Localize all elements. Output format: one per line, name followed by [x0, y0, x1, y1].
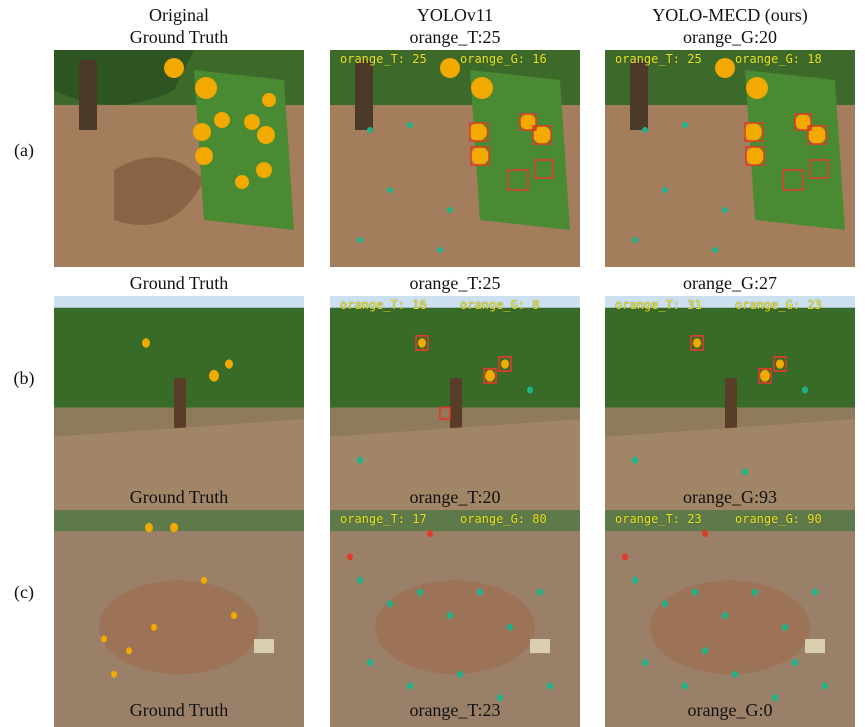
caption-row-a-yolo-mecd: orange_G:27	[683, 273, 777, 293]
caption-row-b-yolov11: orange_T:20	[409, 487, 501, 507]
detection-count-ripe: orange_T: 17	[340, 512, 427, 526]
row-label-c: (c)	[14, 582, 34, 602]
column-title: Original	[149, 5, 209, 25]
detection-count-green: orange_G: 80	[460, 512, 547, 526]
column-title: YOLOv11	[416, 5, 494, 25]
detection-count-ripe: orange_T: 23	[615, 512, 702, 526]
detection-count-green: orange_G: 23	[735, 298, 822, 312]
detection-count-ripe: orange_T: 25	[340, 52, 427, 66]
photo-row-a-yolov11: orange_T: 25 orange_G: 16	[330, 50, 580, 267]
caption-row-a-yolov11: orange_T:25	[409, 273, 501, 293]
column-header-yolov11: YOLOv11 orange_T:25	[325, 4, 585, 48]
detection-count-ripe: orange_T: 31	[615, 298, 702, 312]
caption-row-a-original: Ground Truth	[129, 273, 229, 293]
column-subtitle: orange_G:20	[683, 27, 777, 47]
column-header-yolo-mecd: YOLO-MECD (ours) orange_G:20	[600, 4, 860, 48]
caption-row-b-yolo-mecd: orange_G:93	[683, 487, 777, 507]
photo-row-a-original	[54, 50, 304, 267]
detection-photo	[605, 510, 855, 727]
caption-row-b-original: Ground Truth	[129, 487, 229, 507]
row-label-b: (b)	[13, 368, 35, 388]
detection-count-ripe: orange_T: 25	[615, 52, 702, 66]
detection-photo	[605, 296, 855, 513]
detection-count-green: orange_G: 16	[460, 52, 547, 66]
caption-row-c-yolov11: orange_T:23	[409, 700, 501, 720]
detection-count-ripe: orange_T: 16	[340, 298, 427, 312]
photo-row-c-yolov11: orange_T: 17 orange_G: 80	[330, 510, 580, 727]
caption-row-c-original: Ground Truth	[129, 700, 229, 720]
column-title: YOLO-MECD (ours)	[652, 5, 808, 25]
photo-row-c-original	[54, 510, 304, 727]
detection-photo	[605, 50, 855, 267]
row-label-a: (a)	[14, 140, 34, 160]
caption-row-c-yolo-mecd: orange_G:0	[687, 700, 773, 720]
photo-row-a-yolo-mecd: orange_T: 25 orange_G: 18	[605, 50, 855, 267]
orchard-photo	[54, 510, 304, 727]
photo-row-c-yolo-mecd: orange_T: 23 orange_G: 90	[605, 510, 855, 727]
photo-row-b-original	[54, 296, 304, 513]
photo-row-b-yolo-mecd: orange_T: 31 orange_G: 23	[605, 296, 855, 513]
column-subtitle: Ground Truth	[129, 27, 229, 47]
detection-count-green: orange_G: 90	[735, 512, 822, 526]
photo-row-b-yolov11: orange_T: 16 orange_G: 8	[330, 296, 580, 513]
orchard-photo	[54, 296, 304, 513]
detection-photo	[330, 510, 580, 727]
detection-photo	[330, 296, 580, 513]
column-subtitle: orange_T:25	[409, 27, 501, 47]
detection-count-green: orange_G: 8	[460, 298, 540, 312]
orchard-photo	[54, 50, 304, 267]
detection-photo	[330, 50, 580, 267]
detection-count-green: orange_G: 18	[735, 52, 822, 66]
column-header-original: Original Ground Truth	[49, 4, 309, 48]
